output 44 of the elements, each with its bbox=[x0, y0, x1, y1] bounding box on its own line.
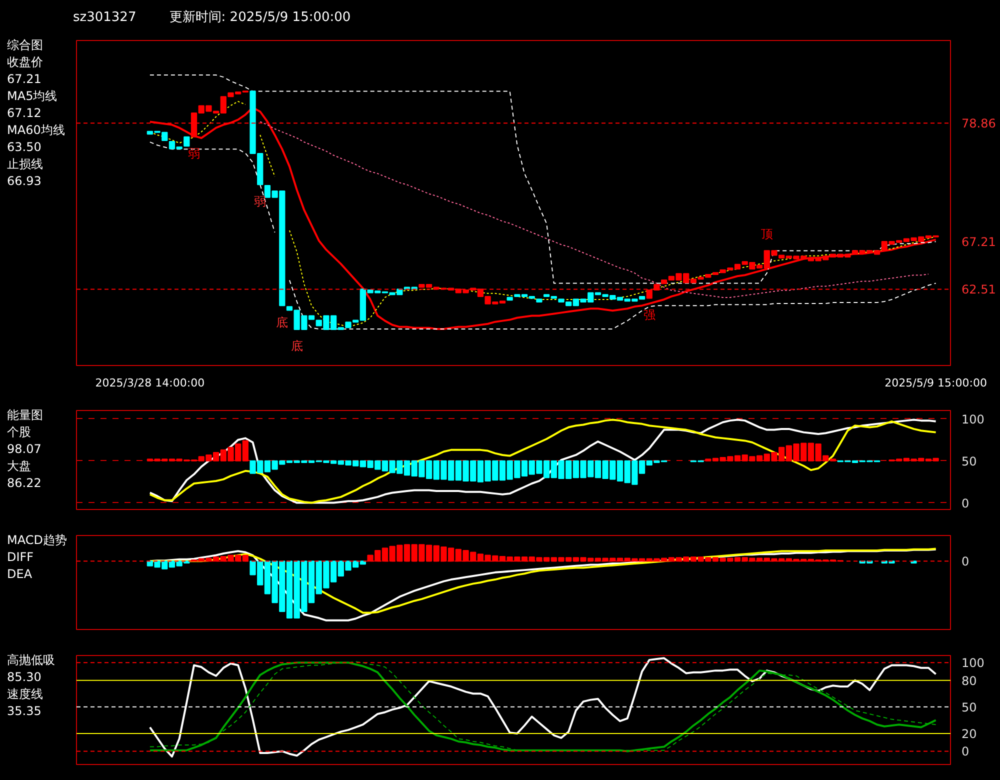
text: 能量图 bbox=[7, 408, 43, 422]
text: 66.93 bbox=[7, 174, 42, 188]
text: DIFF bbox=[7, 550, 34, 564]
chart-title: sz301327 更新时间: 2025/5/9 15:00:00 bbox=[73, 10, 351, 25]
x-tick-label: 2025/5/9 15:00:00 bbox=[884, 376, 987, 390]
y-tick-label: 20 bbox=[962, 726, 977, 741]
text: MACD趋势 bbox=[7, 533, 67, 547]
text: 速度线 bbox=[7, 687, 43, 701]
text: 98.07 bbox=[7, 442, 42, 456]
text: 弱 bbox=[188, 146, 200, 161]
y-tick-label: 50 bbox=[962, 454, 977, 468]
text: 收盘价 bbox=[7, 55, 43, 69]
text: 止损线 bbox=[7, 157, 43, 171]
text: 底 bbox=[276, 315, 288, 330]
y-tick-label: 0 bbox=[962, 496, 970, 510]
text: DEA bbox=[7, 567, 32, 581]
x-tick-label: 2025/3/28 14:00:00 bbox=[95, 376, 205, 390]
text: 高抛低吸 bbox=[7, 653, 55, 667]
candlestick bbox=[184, 136, 190, 147]
text: 强 bbox=[643, 308, 656, 322]
text: 67.12 bbox=[7, 106, 42, 120]
y-tick-label: 0 bbox=[962, 744, 970, 759]
text: MA5均线 bbox=[7, 89, 58, 103]
text: 67.21 bbox=[7, 72, 42, 86]
y-tick-label: 78.86 bbox=[962, 116, 996, 131]
y-tick-label: 80 bbox=[962, 674, 977, 688]
y-tick-label: 50 bbox=[962, 700, 977, 714]
text: 个股 bbox=[7, 425, 31, 439]
text: 86.22 bbox=[7, 476, 42, 490]
y-tick-label: 100 bbox=[962, 412, 984, 426]
text: 弱 bbox=[254, 194, 266, 208]
text: MA60均线 bbox=[7, 123, 65, 137]
line-series bbox=[149, 74, 936, 284]
y-tick-label: 67.21 bbox=[962, 234, 996, 249]
text: 顶 bbox=[760, 226, 773, 241]
y-tick-label: 100 bbox=[962, 656, 984, 670]
y-tick-label: 62.51 bbox=[962, 282, 996, 297]
text: 综合图 bbox=[7, 38, 43, 52]
text: 63.50 bbox=[7, 140, 42, 154]
text: 底 bbox=[290, 339, 303, 354]
text: 大盘 bbox=[7, 459, 31, 473]
text: 85.30 bbox=[7, 670, 42, 684]
line-series bbox=[148, 418, 937, 504]
text: 35.35 bbox=[7, 704, 42, 718]
